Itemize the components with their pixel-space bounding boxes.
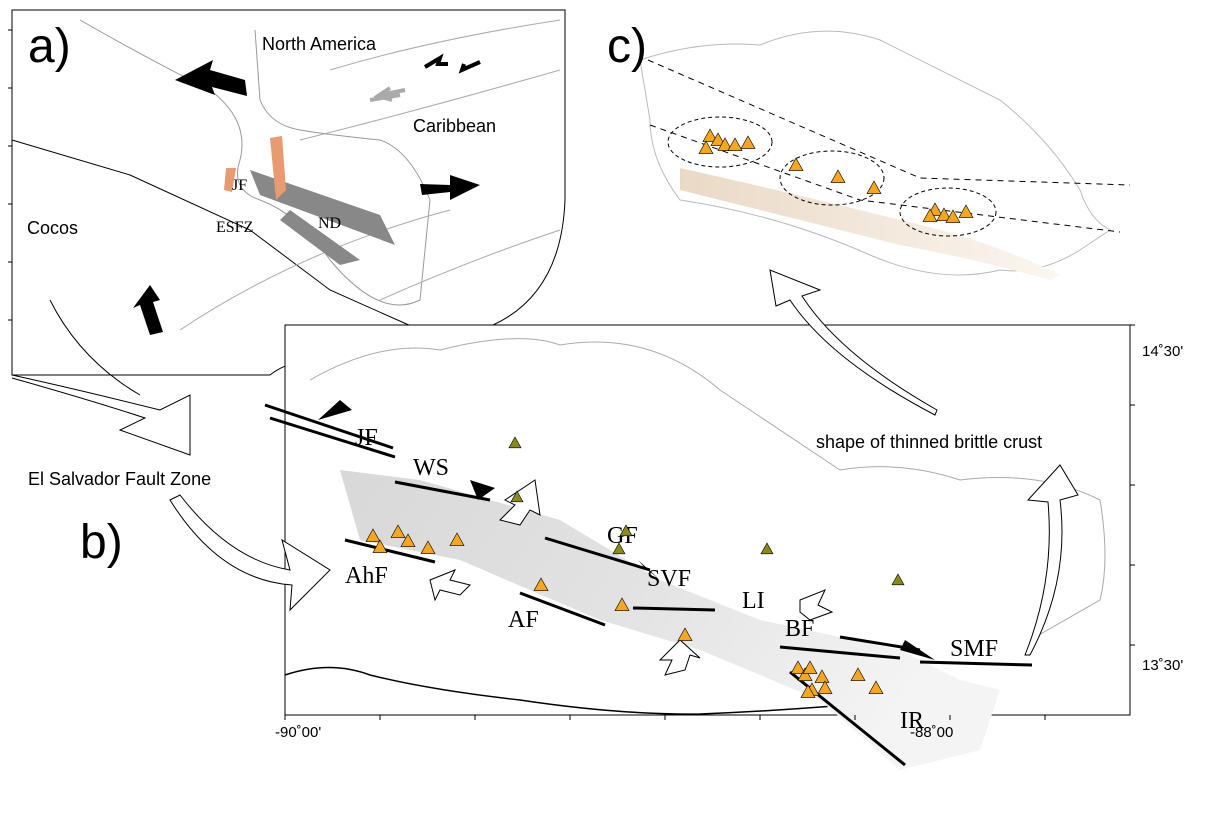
volcano [789, 158, 803, 171]
fault-label: ESFZ [216, 219, 253, 236]
lon-label: -90˚00' [275, 724, 321, 741]
panel-c: c) [607, 20, 1130, 280]
fault-label: AhF [345, 563, 388, 589]
fault-label: ND [318, 215, 341, 232]
volcano [831, 170, 845, 183]
lon-label: -88˚00 [910, 724, 953, 741]
volcano [867, 181, 881, 194]
link-arrow [12, 375, 190, 455]
fault-label: JF [232, 177, 247, 194]
volcano [959, 205, 973, 218]
cluster [900, 188, 996, 236]
fault-label: SVF [647, 566, 691, 592]
fault-label: LI [742, 588, 765, 614]
region-label: Cocos [27, 218, 78, 238]
panel-label: b) [80, 516, 123, 569]
panel-label: a) [28, 20, 71, 73]
fault-label: SMF [950, 636, 998, 662]
caption: El Salvador Fault Zone [28, 469, 211, 489]
caption: shape of thinned brittle crust [816, 432, 1042, 452]
volcano [741, 136, 755, 149]
thinned-crust [680, 168, 1060, 280]
region-label: North America [262, 34, 377, 54]
fault-label: JF [355, 425, 378, 451]
fault-label: WS [413, 455, 449, 481]
panel-a: a) North America Caribbean Cocos JF ESFZ… [12, 10, 565, 375]
panel-label: c) [607, 20, 647, 73]
volcano [728, 138, 742, 151]
volcano [699, 141, 713, 154]
region-label: Caribbean [413, 116, 496, 136]
fault-label: BF [785, 616, 814, 642]
figure: a) North America Caribbean Cocos JF ESFZ… [0, 0, 1207, 838]
lat-label: 13˚30' [1142, 657, 1183, 674]
lat-label: 14˚30' [1142, 343, 1183, 360]
fault-label: AF [508, 607, 539, 633]
